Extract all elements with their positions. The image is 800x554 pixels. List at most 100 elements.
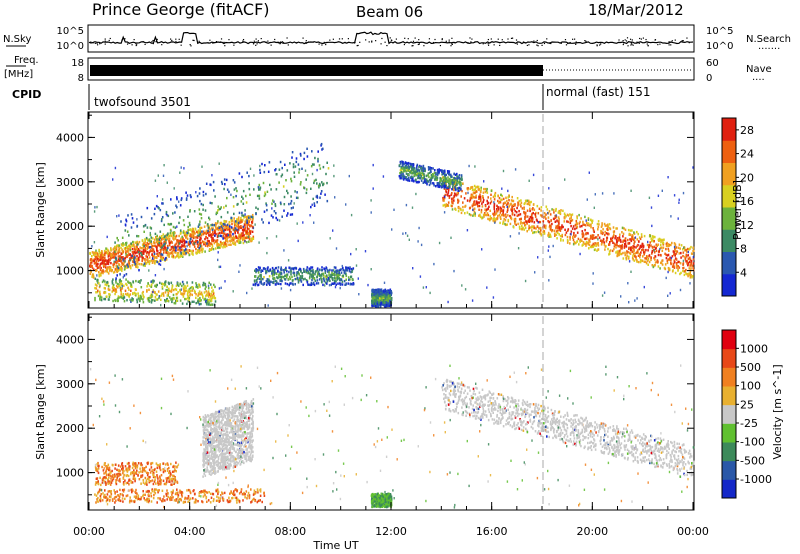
range-cell xyxy=(499,209,502,212)
range-cell xyxy=(445,179,448,182)
range-cell xyxy=(195,301,197,305)
range-cell xyxy=(667,243,669,246)
range-cell xyxy=(175,299,178,302)
range-cell xyxy=(201,249,204,253)
range-cell xyxy=(680,256,682,259)
range-cell xyxy=(226,235,228,239)
range-cell xyxy=(316,269,318,272)
range-cell xyxy=(274,279,277,283)
range-cell xyxy=(119,254,121,258)
range-cell xyxy=(151,261,154,264)
range-cell xyxy=(686,273,688,276)
range-cell xyxy=(687,262,690,265)
range-cell xyxy=(548,210,551,213)
range-cell xyxy=(511,195,513,199)
range-cell xyxy=(115,257,117,261)
range-cell xyxy=(244,209,246,212)
range-cell xyxy=(636,230,638,234)
nsearch-point xyxy=(224,45,226,47)
range-cell xyxy=(376,295,378,298)
range-cell xyxy=(612,241,614,244)
range-cell xyxy=(227,240,229,243)
range-cell xyxy=(220,225,223,228)
range-cell xyxy=(474,214,476,217)
range-cell xyxy=(251,238,253,241)
range-cell xyxy=(559,234,562,238)
range-cell xyxy=(110,261,112,265)
nsearch-point xyxy=(626,37,629,39)
range-cell xyxy=(531,220,533,223)
range-cell xyxy=(288,266,290,269)
range-cell xyxy=(597,234,599,237)
range-cell xyxy=(258,197,261,200)
range-cell xyxy=(214,234,216,237)
range-cell xyxy=(460,174,463,177)
nsearch-point xyxy=(368,41,370,43)
range-cell xyxy=(97,259,100,263)
range-cell xyxy=(632,258,634,261)
range-cell xyxy=(151,253,153,256)
range-cell xyxy=(569,242,571,245)
range-cell xyxy=(113,270,116,274)
range-cell xyxy=(507,196,509,199)
range-cell xyxy=(638,247,641,251)
range-cell xyxy=(679,262,682,265)
range-cell xyxy=(404,170,406,173)
nsearch-point xyxy=(569,41,571,44)
range-cell xyxy=(268,281,270,285)
range-cell xyxy=(175,251,177,254)
range-cell xyxy=(567,220,570,224)
range-cell xyxy=(489,209,491,212)
range-cell xyxy=(186,284,189,287)
range-cell xyxy=(471,204,474,207)
range-cell xyxy=(660,246,663,249)
range-cell xyxy=(109,269,111,272)
range-cell xyxy=(203,241,206,244)
range-cell xyxy=(582,241,585,244)
range-cell xyxy=(508,194,510,197)
range-cell xyxy=(171,255,173,258)
range-cell xyxy=(98,275,101,278)
range-cell xyxy=(590,223,592,226)
range-cell xyxy=(295,196,298,199)
range-cell xyxy=(235,187,237,190)
range-cell xyxy=(277,282,279,285)
range-cell xyxy=(106,295,108,298)
range-cell xyxy=(213,231,216,234)
range-cell xyxy=(660,261,662,264)
range-cell xyxy=(90,270,92,273)
range-cell xyxy=(493,205,495,209)
range-cell xyxy=(342,268,344,272)
range-cell xyxy=(307,283,309,286)
range-cell xyxy=(668,257,671,261)
range-cell xyxy=(117,296,119,300)
range-cell xyxy=(246,241,248,244)
range-cell xyxy=(200,244,203,248)
range-cell xyxy=(533,225,535,228)
range-cell xyxy=(622,251,624,255)
range-cell xyxy=(569,217,571,220)
range-cell xyxy=(163,223,165,227)
range-cell xyxy=(571,218,574,222)
range-cell xyxy=(650,237,653,240)
range-cell xyxy=(543,232,546,235)
range-cell xyxy=(102,264,105,267)
range-cell xyxy=(480,186,482,189)
range-cell xyxy=(244,226,246,230)
range-cell xyxy=(609,249,612,252)
range-cell xyxy=(381,303,384,306)
range-cell xyxy=(465,192,467,195)
range-cell xyxy=(251,221,253,224)
range-cell xyxy=(475,186,477,189)
range-cell xyxy=(595,244,597,247)
range-cell xyxy=(112,299,114,303)
range-cell xyxy=(97,263,99,266)
range-cell xyxy=(442,182,444,185)
range-cell xyxy=(133,260,136,264)
range-cell xyxy=(179,255,182,258)
range-cell xyxy=(316,196,319,199)
range-cell xyxy=(516,197,519,200)
range-cell xyxy=(177,245,179,248)
range-cell xyxy=(305,271,308,274)
range-cell xyxy=(594,248,597,251)
